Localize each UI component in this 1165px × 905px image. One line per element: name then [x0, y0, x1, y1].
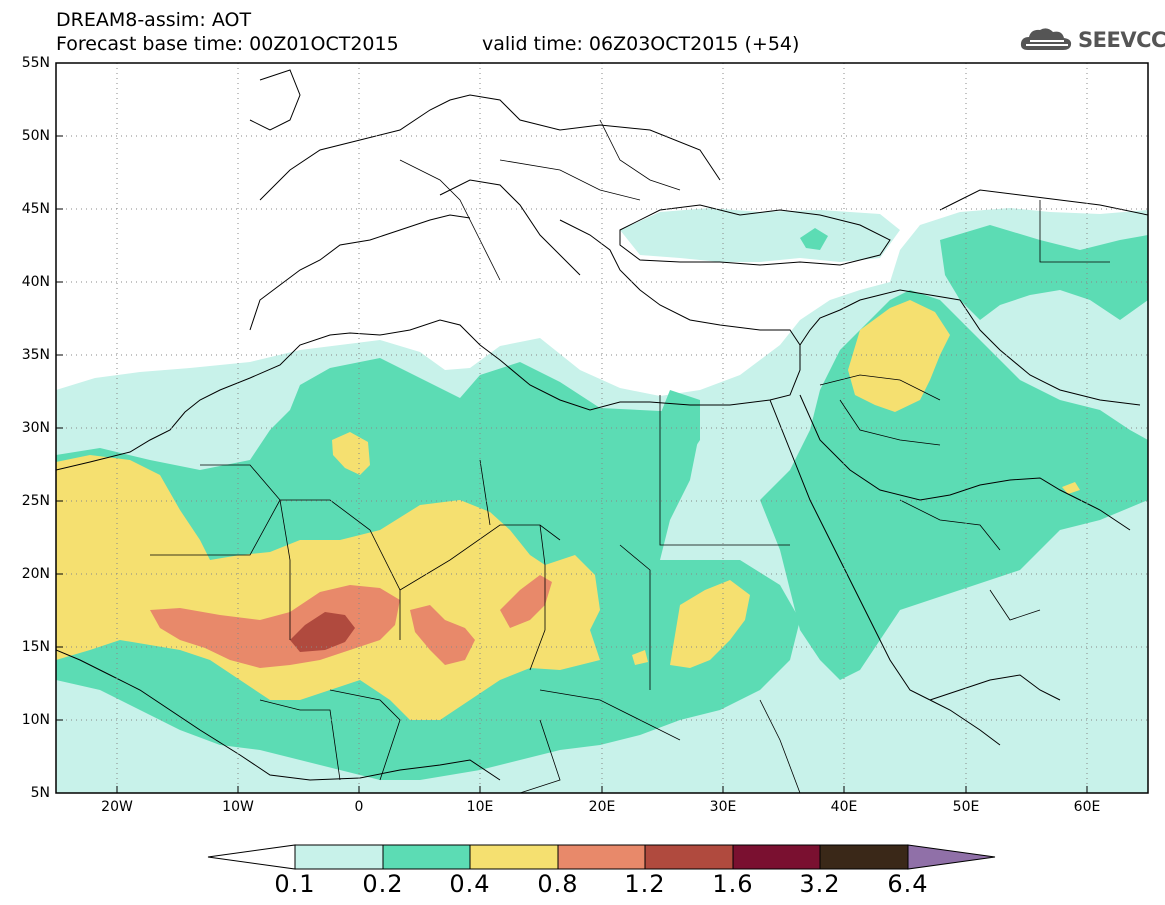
colorbar-label-6-4: 6.4 [887, 870, 929, 898]
lon-label-20e: 20E [588, 799, 616, 815]
lat-label-5n: 5N [30, 785, 50, 801]
colorbar-bin-4 [557, 844, 646, 870]
colorbar-label-0-4: 0.4 [449, 870, 491, 898]
colorbar-label-0-8: 0.8 [537, 870, 579, 898]
colorbar-bin-6 [732, 844, 821, 870]
seevccc-logo: SEEVCCC [1018, 22, 1165, 58]
lat-label-15n: 15N [21, 639, 50, 655]
country-borders [150, 119, 1110, 793]
lat-label-55n: 55N [21, 55, 50, 71]
lon-label-0: 0 [354, 799, 364, 815]
colorbar-label-0-2: 0.2 [362, 870, 404, 898]
lon-label-20w: 20W [101, 799, 133, 815]
lat-label-40n: 40N [21, 274, 50, 290]
colorbar-label-1-6: 1.6 [712, 870, 754, 898]
colorbar [207, 844, 996, 870]
map-title: DREAM8-assim: AOT [56, 9, 252, 31]
lon-label-10e: 10E [466, 799, 494, 815]
lat-label-45n: 45N [21, 201, 50, 217]
lon-label-50e: 50E [952, 799, 980, 815]
colorbar-bin-7 [819, 844, 909, 870]
colorbar-low-arrow [207, 844, 296, 870]
aot-level-1-2 [290, 612, 355, 652]
colorbar-bin-1 [294, 844, 384, 870]
lat-label-50n: 50N [21, 128, 50, 144]
lat-label-30n: 30N [21, 420, 50, 436]
lon-label-40e: 40E [830, 799, 858, 815]
lon-label-30e: 30E [709, 799, 737, 815]
aot-level-0-8 [150, 575, 552, 668]
lat-label-10n: 10N [21, 712, 50, 728]
graticule [56, 63, 1148, 793]
coastlines [56, 69, 1148, 781]
axis-ticks [56, 62, 1088, 794]
colorbar-label-0-1: 0.1 [274, 870, 316, 898]
lon-label-60e: 60E [1073, 799, 1101, 815]
colorbar-label-1-2: 1.2 [624, 870, 666, 898]
lat-label-25n: 25N [21, 493, 50, 509]
colorbar-label-3-2: 3.2 [799, 870, 841, 898]
cloud-icon [1020, 28, 1072, 50]
colorbar-bin-3 [469, 844, 559, 870]
lat-label-35n: 35N [21, 347, 50, 363]
lat-label-20n: 20N [21, 566, 50, 582]
colorbar-bin-2 [382, 844, 471, 870]
forecast-base-time: Forecast base time: 00Z01OCT2015 [56, 33, 399, 55]
lon-label-10w: 10W [222, 799, 254, 815]
valid-time: valid time: 06Z03OCT2015 (+54) [482, 33, 800, 55]
colorbar-high-arrow [907, 844, 996, 870]
colorbar-bin-5 [644, 844, 734, 870]
logo-text: SEEVCCC [1078, 28, 1165, 52]
